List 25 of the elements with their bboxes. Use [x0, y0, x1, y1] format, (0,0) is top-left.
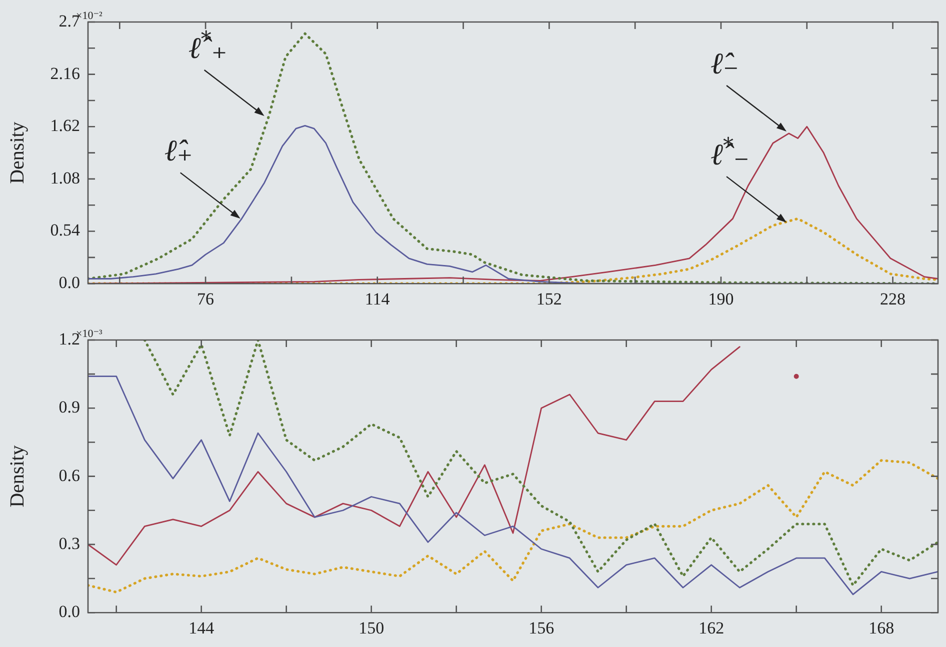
- y-tick-label: 2.16: [50, 64, 80, 83]
- y-tick-label: 0.0: [58, 602, 80, 622]
- x-tick-label: 150: [358, 618, 384, 638]
- annotation: ℓ̂₋: [710, 46, 739, 82]
- x-tick-label: 228: [880, 289, 906, 308]
- x-tick-label: 152: [536, 289, 562, 308]
- x-tick-label: 144: [188, 618, 215, 638]
- y-tick-label: 1.62: [50, 116, 80, 136]
- line-series: [143, 340, 938, 587]
- annotation: ℓ̂₊: [164, 134, 193, 169]
- x-tick-label: 190: [708, 289, 734, 308]
- y-tick-label: 0.3: [58, 534, 80, 553]
- line-series: [88, 459, 938, 594]
- x-tick-label: 114: [364, 289, 390, 308]
- y-axis-title: Density: [6, 122, 28, 184]
- y-tick-label: 0.9: [58, 398, 80, 417]
- y-tick-label: 0.6: [58, 466, 80, 485]
- y-tick-label: 1.08: [50, 168, 80, 188]
- x-tick-label: 76: [197, 289, 214, 308]
- x-tick-label: 156: [528, 618, 554, 638]
- y-tick-label: 0.0: [58, 273, 80, 292]
- y-tick-label: 0.54: [50, 220, 80, 240]
- y-axis-title: Density: [6, 445, 28, 508]
- x-tick-label: 162: [698, 618, 724, 638]
- x-tick-label: 168: [868, 618, 894, 638]
